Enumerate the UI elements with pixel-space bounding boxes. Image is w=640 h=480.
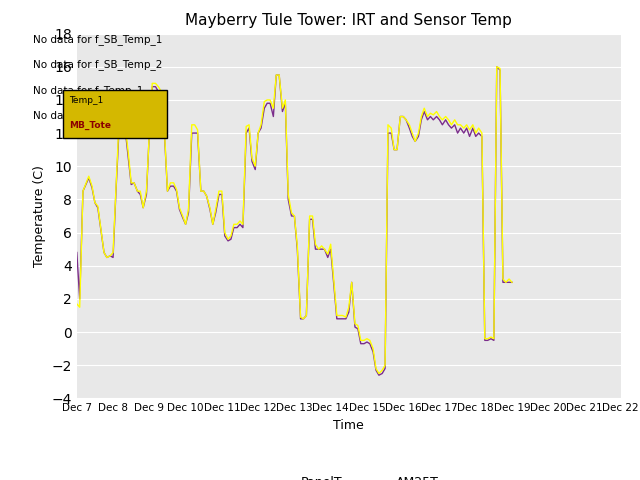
- FancyBboxPatch shape: [63, 90, 166, 138]
- Title: Mayberry Tule Tower: IRT and Sensor Temp: Mayberry Tule Tower: IRT and Sensor Temp: [186, 13, 512, 28]
- Text: MB_Tote: MB_Tote: [68, 121, 111, 130]
- X-axis label: Time: Time: [333, 419, 364, 432]
- Legend: PanelT, AM25T: PanelT, AM25T: [254, 471, 444, 480]
- Text: No data for f_Temp_2: No data for f_Temp_2: [33, 110, 143, 121]
- Text: No data for f_SB_Temp_1: No data for f_SB_Temp_1: [33, 34, 163, 45]
- Text: Temp_1: Temp_1: [68, 96, 103, 105]
- Y-axis label: Temperature (C): Temperature (C): [33, 165, 46, 267]
- Text: No data for f_Temp_1: No data for f_Temp_1: [33, 84, 143, 96]
- Text: No data for f_SB_Temp_2: No data for f_SB_Temp_2: [33, 59, 163, 70]
